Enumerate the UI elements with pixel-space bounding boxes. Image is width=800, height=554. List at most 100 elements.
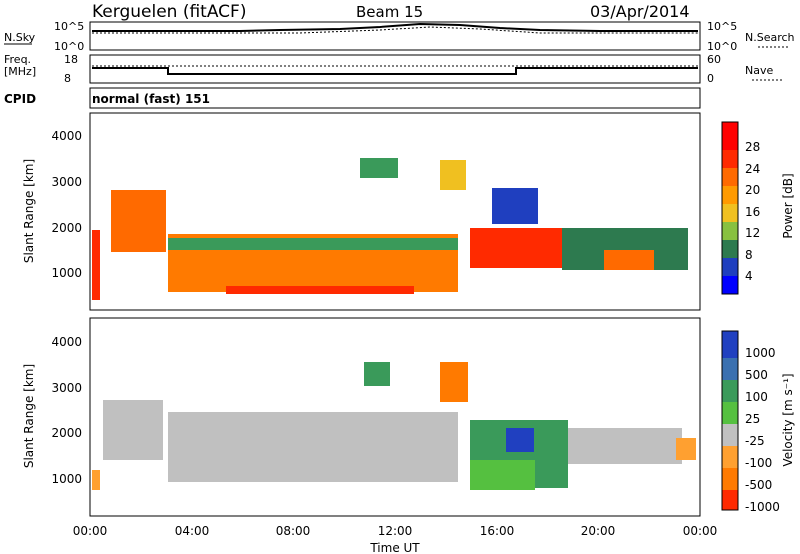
noise-sky-line bbox=[92, 22, 698, 32]
power-colorbar-swatch bbox=[722, 150, 738, 168]
power-colorbar bbox=[721, 121, 739, 295]
time-tick-2400: 00:00 bbox=[683, 524, 718, 538]
noise-left-label: N.Sky bbox=[4, 31, 36, 44]
velocity-mark bbox=[364, 362, 390, 386]
velocity-cbar-tick-minus-500: -500 bbox=[745, 478, 772, 492]
power-ytick-4000: 4000 bbox=[51, 129, 82, 143]
velocity-colorbar-frame bbox=[721, 330, 739, 511]
power-colorbar-swatch bbox=[722, 240, 738, 258]
noise-search-line bbox=[92, 26, 698, 34]
velocity-mark bbox=[506, 428, 534, 452]
station-title: Kerguelen (fitACF) bbox=[92, 2, 246, 22]
velocity-colorbar-swatch bbox=[722, 446, 738, 468]
velocity-scatter bbox=[92, 362, 696, 490]
noise-left-tick-bottom: 10^0 bbox=[54, 40, 84, 53]
velocity-ytick-3000: 3000 bbox=[51, 381, 82, 395]
velocity-colorbar-swatch bbox=[722, 380, 738, 402]
freq-line bbox=[92, 67, 698, 75]
power-mark bbox=[111, 190, 166, 252]
velocity-panel-frame bbox=[89, 317, 701, 517]
time-axis-label: Time UT bbox=[369, 541, 420, 554]
time-tick-1600: 16:00 bbox=[480, 524, 515, 538]
power-colorbar-swatch bbox=[722, 186, 738, 204]
power-colorbar-swatch bbox=[722, 276, 738, 294]
noise-right-label: N.Search bbox=[745, 31, 795, 44]
time-tick-0400: 04:00 bbox=[175, 524, 210, 538]
power-cbar-tick-28: 28 bbox=[745, 140, 760, 154]
time-tick-2000: 20:00 bbox=[581, 524, 616, 538]
power-colorbar-frame bbox=[721, 121, 739, 295]
velocity-cbar-tick-minus-25: -25 bbox=[745, 434, 765, 448]
power-mark bbox=[360, 158, 398, 178]
power-cbar-tick-16: 16 bbox=[745, 205, 760, 219]
freq-right-tick-bottom: 0 bbox=[707, 72, 714, 85]
velocity-ytick-2000: 2000 bbox=[51, 426, 82, 440]
power-cbar-tick-24: 24 bbox=[745, 162, 760, 176]
velocity-ytick-4000: 4000 bbox=[51, 335, 82, 349]
velocity-cbar-tick-minus-1000: -1000 bbox=[745, 500, 780, 514]
velocity-colorbar-label: Velocity [m s⁻¹] bbox=[781, 373, 795, 466]
power-colorbar-label: Power [dB] bbox=[781, 173, 795, 238]
power-colorbar-swatch bbox=[722, 122, 738, 150]
date-label: 03/Apr/2014 bbox=[590, 2, 690, 21]
power-colorbar-swatch bbox=[722, 258, 738, 276]
power-mark bbox=[604, 250, 654, 270]
velocity-cbar-tick-100: 100 bbox=[745, 390, 768, 404]
velocity-colorbar-swatch bbox=[722, 331, 738, 358]
velocity-colorbar-swatch bbox=[722, 424, 738, 446]
power-ytick-3000: 3000 bbox=[51, 175, 82, 189]
time-tick-0000: 00:00 bbox=[73, 524, 108, 538]
freq-left-label-2: [MHz] bbox=[4, 65, 36, 78]
velocity-ytick-1000: 1000 bbox=[51, 472, 82, 486]
velocity-mark bbox=[168, 412, 458, 482]
power-cbar-tick-8: 8 bbox=[745, 248, 753, 262]
velocity-colorbar-swatch bbox=[722, 402, 738, 424]
beam-label: Beam 15 bbox=[356, 3, 423, 21]
power-ytick-1000: 1000 bbox=[51, 266, 82, 280]
power-mark bbox=[92, 230, 100, 300]
noise-panel bbox=[89, 21, 701, 51]
velocity-colorbar-swatch bbox=[722, 468, 738, 490]
power-colorbar-swatch bbox=[722, 222, 738, 240]
freq-panel bbox=[89, 54, 701, 84]
power-mark bbox=[492, 188, 538, 224]
velocity-mark bbox=[676, 438, 696, 460]
cpid-label: CPID bbox=[4, 92, 36, 106]
velocity-cbar-tick-1000: 1000 bbox=[745, 346, 776, 360]
velocity-cbar-tick-25: 25 bbox=[745, 412, 760, 426]
freq-left-label-1: Freq. bbox=[4, 53, 31, 66]
velocity-ylabel: Slant Range [km] bbox=[22, 364, 36, 468]
velocity-mark bbox=[92, 470, 100, 490]
power-scatter bbox=[92, 158, 688, 300]
noise-left-tick-top: 10^5 bbox=[54, 20, 84, 33]
velocity-colorbar-swatch bbox=[722, 358, 738, 380]
cpid-program: normal (fast) 151 bbox=[92, 92, 210, 106]
freq-left-tick-top: 18 bbox=[64, 53, 78, 66]
power-panel-frame bbox=[89, 112, 701, 311]
power-cbar-tick-20: 20 bbox=[745, 183, 760, 197]
freq-left-tick-bottom: 8 bbox=[64, 72, 71, 85]
time-tick-0800: 08:00 bbox=[276, 524, 311, 538]
velocity-mark bbox=[470, 460, 535, 490]
power-colorbar-swatch bbox=[722, 204, 738, 222]
velocity-cbar-tick-500: 500 bbox=[745, 368, 768, 382]
velocity-cbar-tick-minus-100: -100 bbox=[745, 456, 772, 470]
cpid-panel bbox=[89, 87, 701, 109]
freq-right-label: Nave bbox=[745, 64, 773, 77]
power-mark bbox=[226, 286, 414, 294]
velocity-colorbar-swatch bbox=[722, 490, 738, 510]
power-cbar-tick-4: 4 bbox=[745, 269, 753, 283]
velocity-mark bbox=[568, 428, 682, 464]
power-colorbar-swatch bbox=[722, 168, 738, 186]
velocity-mark bbox=[440, 362, 468, 402]
power-ytick-2000: 2000 bbox=[51, 221, 82, 235]
power-ylabel: Slant Range [km] bbox=[22, 159, 36, 263]
power-cbar-tick-12: 12 bbox=[745, 226, 760, 240]
time-tick-1200: 12:00 bbox=[378, 524, 413, 538]
noise-right-tick-bottom: 10^0 bbox=[707, 40, 737, 53]
noise-right-tick-top: 10^5 bbox=[707, 20, 737, 33]
velocity-mark bbox=[103, 400, 163, 460]
velocity-colorbar bbox=[721, 330, 739, 511]
power-mark bbox=[470, 228, 562, 268]
